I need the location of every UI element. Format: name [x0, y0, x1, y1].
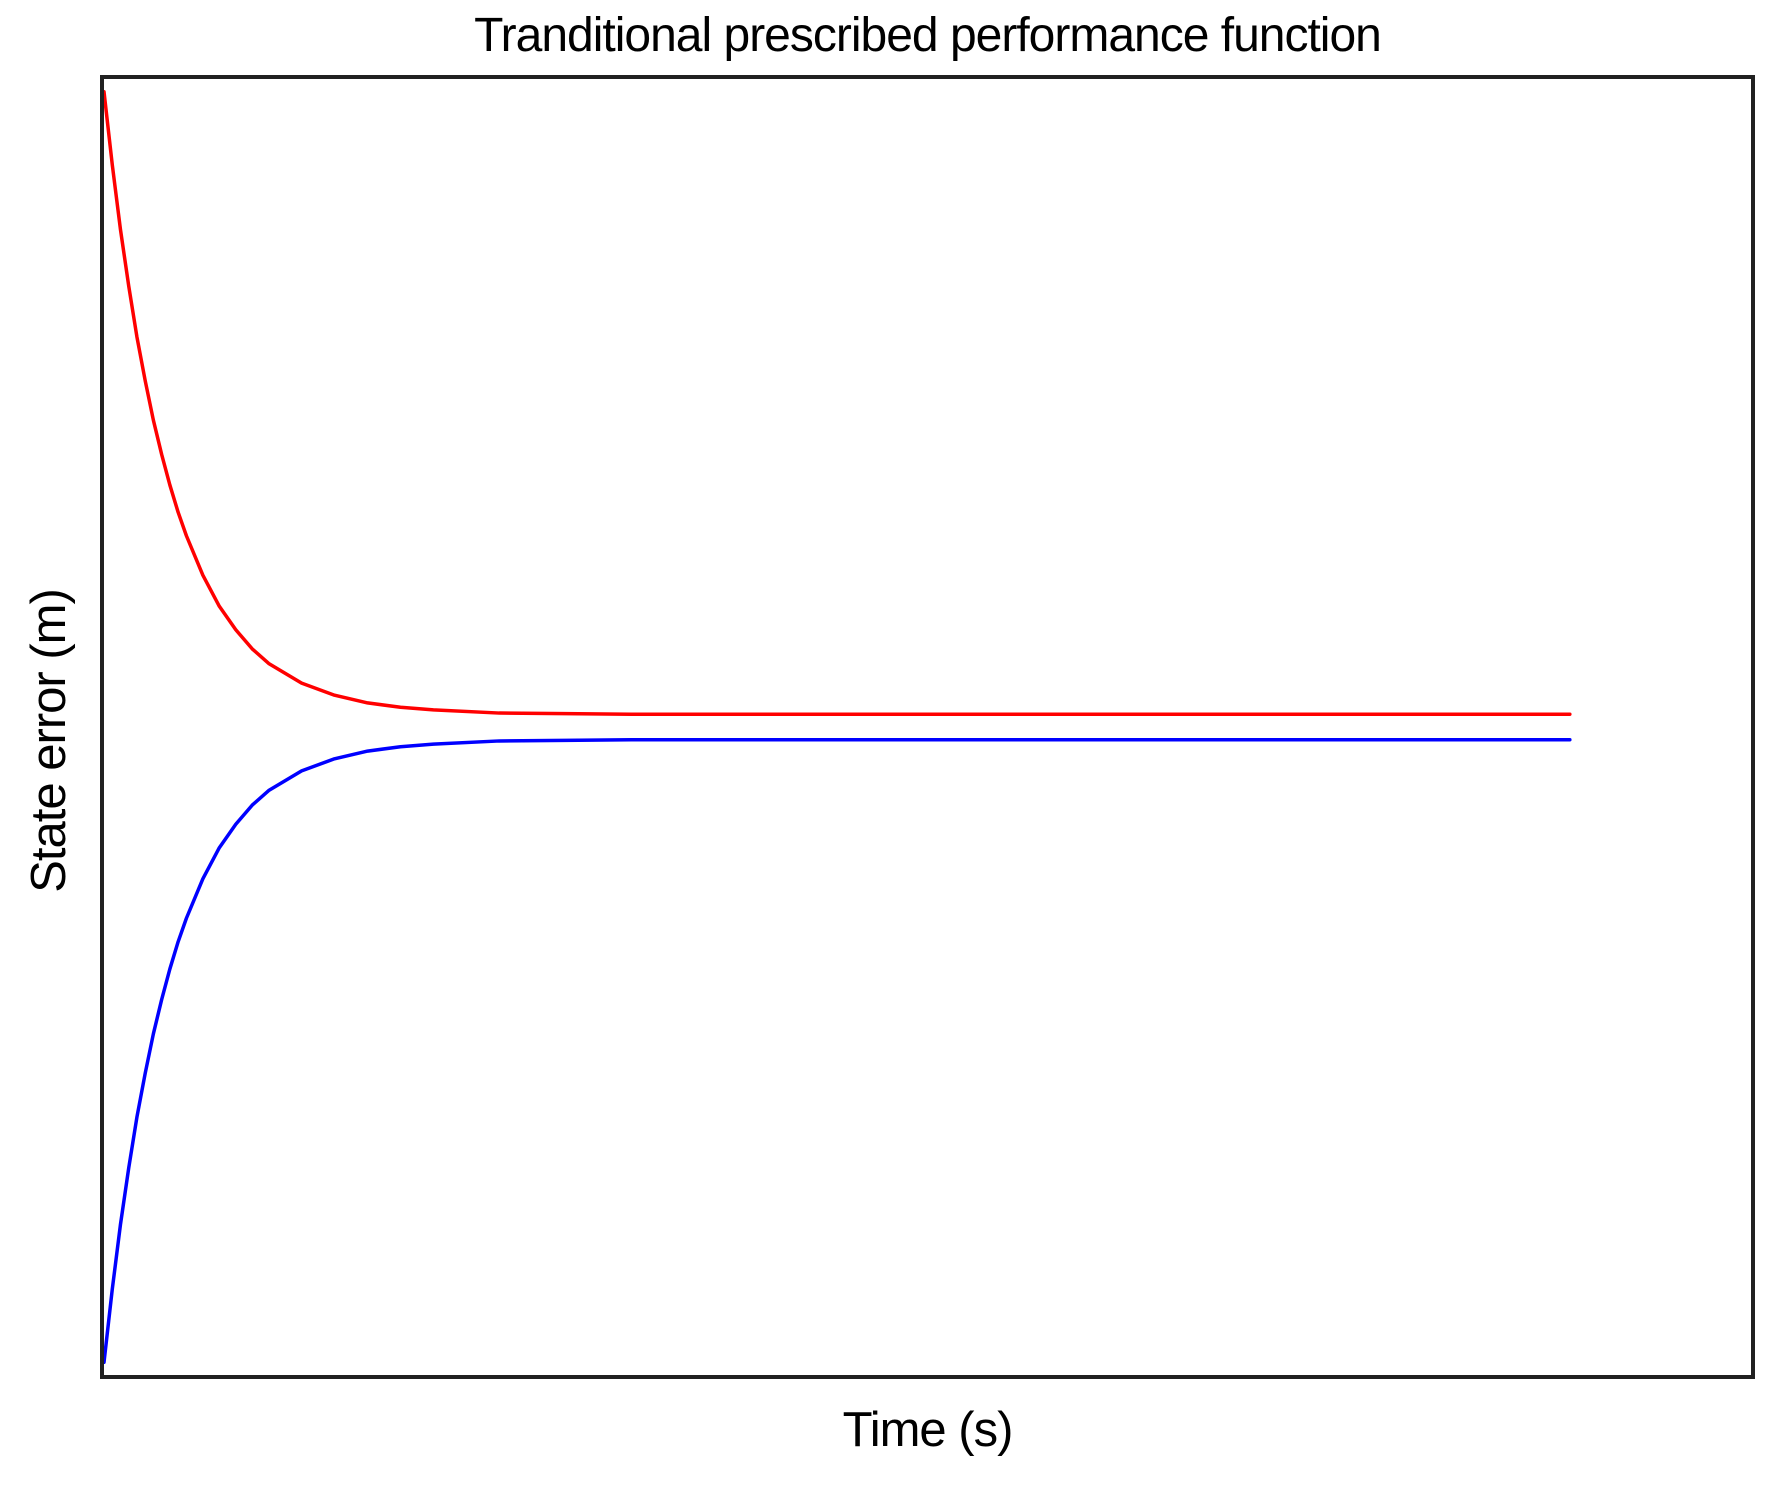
plot-area — [100, 75, 1755, 1379]
y-axis-label: State error (m) — [22, 589, 76, 893]
plot-canvas — [104, 90, 1572, 1364]
upper-performance-bound-curve — [104, 90, 1572, 716]
chart-title: Tranditional prescribed performance func… — [474, 9, 1382, 62]
lower-performance-bound-curve — [104, 738, 1572, 1364]
x-axis-label: Time (s) — [842, 1403, 1014, 1457]
